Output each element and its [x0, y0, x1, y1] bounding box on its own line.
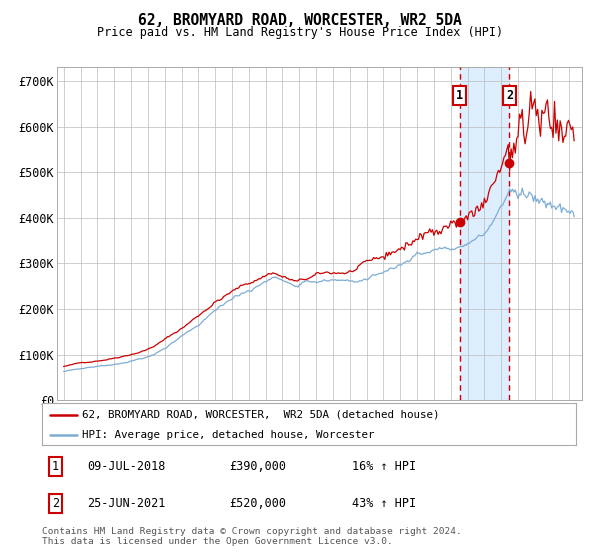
Text: 1: 1: [52, 460, 59, 473]
Text: 09-JUL-2018: 09-JUL-2018: [88, 460, 166, 473]
Text: 62, BROMYARD ROAD, WORCESTER, WR2 5DA: 62, BROMYARD ROAD, WORCESTER, WR2 5DA: [138, 13, 462, 28]
Text: HPI: Average price, detached house, Worcester: HPI: Average price, detached house, Worc…: [82, 430, 374, 440]
Bar: [460, 67, 509, 400]
Text: 1: 1: [456, 89, 463, 102]
Text: 16% ↑ HPI: 16% ↑ HPI: [352, 460, 416, 473]
Text: 62, BROMYARD ROAD, WORCESTER,  WR2 5DA (detached house): 62, BROMYARD ROAD, WORCESTER, WR2 5DA (d…: [82, 409, 440, 419]
Text: 2: 2: [52, 497, 59, 511]
Text: 25-JUN-2021: 25-JUN-2021: [88, 497, 166, 511]
Text: £390,000: £390,000: [229, 460, 286, 473]
Text: Price paid vs. HM Land Registry's House Price Index (HPI): Price paid vs. HM Land Registry's House …: [97, 26, 503, 39]
Text: 43% ↑ HPI: 43% ↑ HPI: [352, 497, 416, 511]
Text: Contains HM Land Registry data © Crown copyright and database right 2024.: Contains HM Land Registry data © Crown c…: [42, 528, 462, 536]
Text: This data is licensed under the Open Government Licence v3.0.: This data is licensed under the Open Gov…: [42, 538, 393, 547]
Text: 2: 2: [506, 89, 513, 102]
Text: £520,000: £520,000: [229, 497, 286, 511]
